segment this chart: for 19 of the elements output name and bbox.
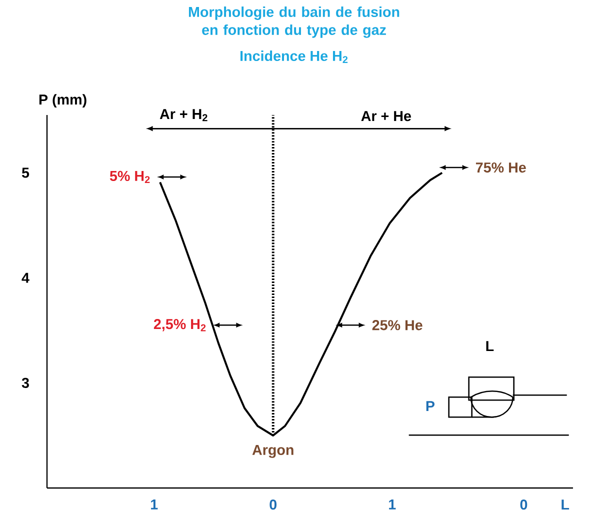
x-tick-label: 1 [389, 500, 396, 510]
y-tick-label: 3 [22, 378, 29, 388]
annotation: 25% He [372, 320, 422, 330]
annotation: L [486, 341, 494, 352]
y-axis-title: P (mm) [39, 94, 86, 108]
x-tick-label: 0 [270, 500, 277, 510]
annotation: 75% He [476, 162, 526, 173]
y-tick-label: 5 [22, 168, 30, 178]
x-tick-label: 1 [151, 500, 158, 510]
annotation: Ar + He [361, 111, 411, 122]
annotation: P [426, 401, 434, 411]
x-axis-title: 0 L [520, 500, 570, 510]
annotation: Ar + H$_{2}$ [160, 109, 208, 122]
annotation: Argon [252, 444, 294, 458]
y-tick-label: 4 [22, 272, 30, 283]
annotation: 5% H$_{2}$ [110, 170, 150, 184]
chart-subtitle: Incidence He H$_{2}$ [240, 50, 348, 64]
chart-title: Morphologie du bain de fusion en fonction du type de gaz [188, 6, 400, 38]
annotation: 2,5% H$_{2}$ [154, 319, 206, 332]
